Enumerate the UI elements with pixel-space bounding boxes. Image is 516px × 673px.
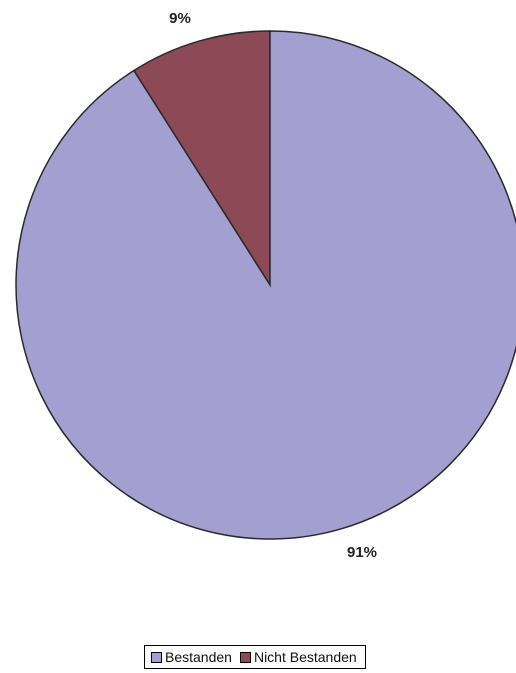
legend-item-bestanden: Bestanden: [151, 649, 232, 665]
pie-data-labels: 91% 9%: [169, 10, 377, 561]
pie-slice-bestanden: [15, 30, 516, 540]
pie-slice-nicht-bestanden: [132, 30, 271, 288]
legend-item-nicht-bestanden: Nicht Bestanden: [239, 649, 357, 665]
data-label-bestanden: 91%: [347, 544, 377, 561]
legend-label-nicht-bestanden: Nicht Bestanden: [253, 649, 357, 665]
legend-label-bestanden: Bestanden: [165, 649, 232, 665]
data-label-nicht-bestanden: 9%: [169, 10, 191, 27]
legend-swatch-nicht-bestanden: [239, 651, 251, 663]
legend-swatch-bestanden: [151, 651, 162, 663]
pie-slices: [15, 30, 516, 540]
chart-legend: Bestanden Nicht Bestanden: [144, 645, 366, 669]
